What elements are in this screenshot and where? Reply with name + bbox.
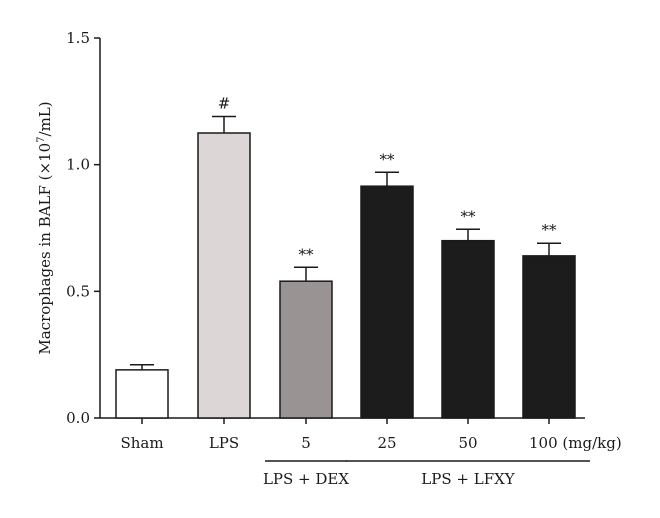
bar-4 — [441, 239, 495, 419]
bar-5 — [522, 255, 576, 419]
category-label-2: 5 — [301, 434, 311, 452]
bar-1 — [197, 132, 251, 419]
bar-3 — [360, 185, 414, 419]
y-axis-label-main: Macrophages in BALF (×10 — [36, 143, 54, 355]
category-label-4: 50 — [458, 434, 477, 452]
significance-label-2: ** — [299, 245, 315, 263]
y-axis-label-unit: /mL) — [36, 101, 54, 136]
y-tick-label-3: 1.5 — [66, 29, 90, 47]
plot-area: 0.0 0.5 1.0 1.5 Sham # LPS ** 5 ** 25 ** 50 ** 100 (mg… — [66, 29, 622, 488]
category-label-3: 25 — [377, 434, 396, 452]
significance-label-4: ** — [461, 207, 477, 225]
category-label-1: LPS — [209, 434, 239, 452]
significance-label-1: # — [218, 95, 231, 113]
y-axis-label: Macrophages in BALF (×107/mL) — [36, 101, 54, 354]
bar-0 — [115, 369, 169, 419]
bar-2 — [279, 280, 333, 419]
y-tick-label-2: 1.0 — [66, 156, 90, 174]
significance-label-3: ** — [380, 150, 396, 168]
group-label-0: LPS + DEX — [263, 470, 349, 488]
y-axis-label-exponent: 7 — [36, 136, 47, 142]
significance-label-5: ** — [542, 221, 558, 239]
group-label-1: LPS + LFXY — [421, 470, 515, 488]
category-label-0: Sham — [120, 434, 163, 452]
y-tick-label-0: 0.0 — [66, 409, 90, 427]
category-label-5: 100 (mg/kg) — [529, 434, 622, 452]
y-tick-label-1: 0.5 — [66, 282, 90, 300]
